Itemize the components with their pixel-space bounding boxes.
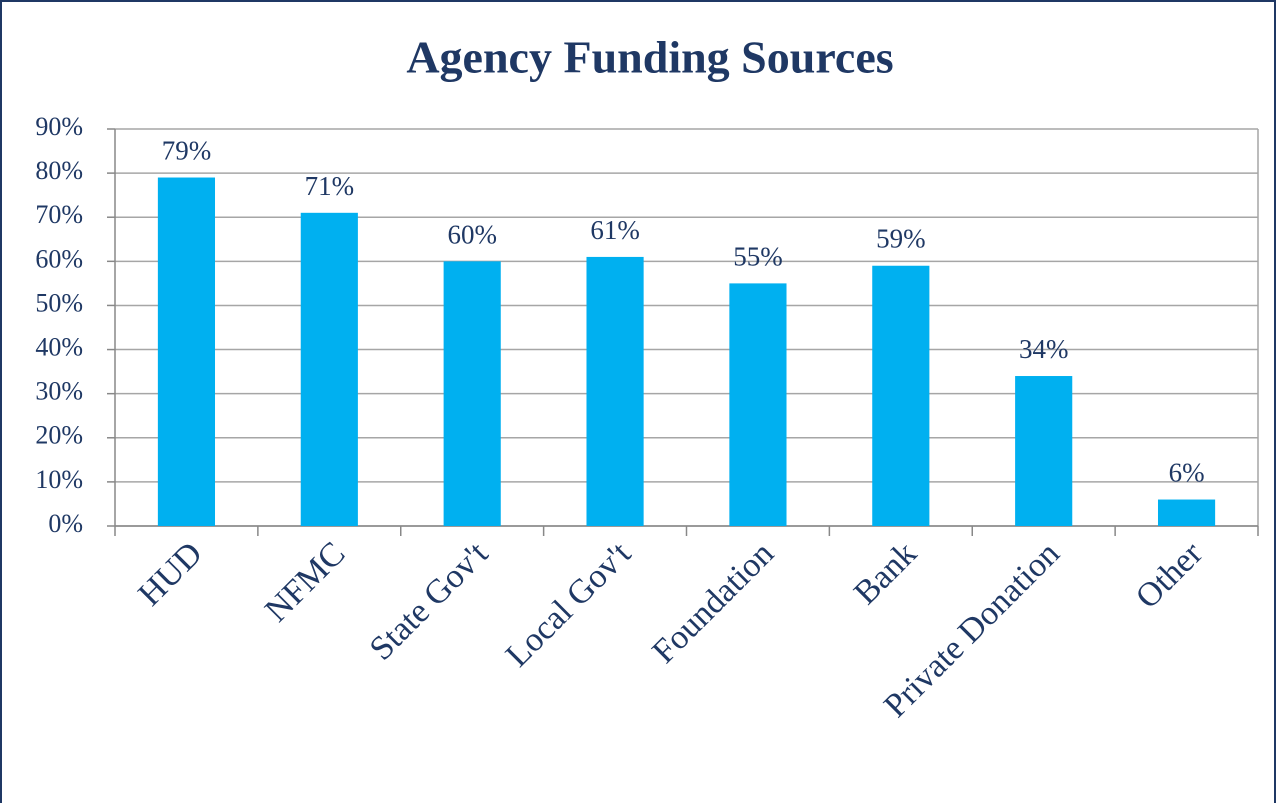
bar	[1015, 376, 1073, 526]
x-tick-label: Local Gov't	[499, 535, 639, 675]
x-tick-label: State Gov't	[363, 535, 496, 668]
y-tick-label: 50%	[35, 288, 83, 317]
bar	[1157, 499, 1216, 526]
y-tick-label: 90%	[35, 112, 83, 141]
x-tick-label: Bank	[847, 535, 924, 612]
data-label: 71%	[305, 171, 355, 201]
data-label: 59%	[876, 224, 926, 254]
y-tick-label: 60%	[35, 244, 83, 273]
data-label: 6%	[1169, 458, 1205, 488]
data-label: 79%	[162, 136, 212, 166]
bar	[443, 261, 501, 526]
chart-title: Agency Funding Sources	[406, 32, 893, 83]
data-label: 60%	[447, 219, 497, 249]
y-tick-label: 30%	[35, 377, 83, 406]
bar	[157, 177, 216, 526]
data-label: 55%	[733, 241, 783, 271]
y-tick-label: 10%	[35, 465, 83, 494]
bar	[586, 256, 644, 526]
data-label: 34%	[1019, 334, 1069, 364]
x-tick-label: Foundation	[645, 535, 781, 671]
y-tick-label: 20%	[35, 421, 83, 450]
y-tick-label: 70%	[35, 200, 83, 229]
bar	[729, 283, 787, 526]
y-tick-label: 0%	[48, 509, 83, 538]
data-label: 61%	[590, 215, 640, 245]
x-tick-label: NFMC	[258, 535, 352, 629]
bar	[300, 212, 358, 527]
y-tick-label: 80%	[35, 156, 83, 185]
x-tick-label: HUD	[131, 535, 209, 613]
x-tick-label: Other	[1129, 535, 1210, 616]
bar	[872, 265, 930, 526]
y-tick-label: 40%	[35, 333, 83, 362]
